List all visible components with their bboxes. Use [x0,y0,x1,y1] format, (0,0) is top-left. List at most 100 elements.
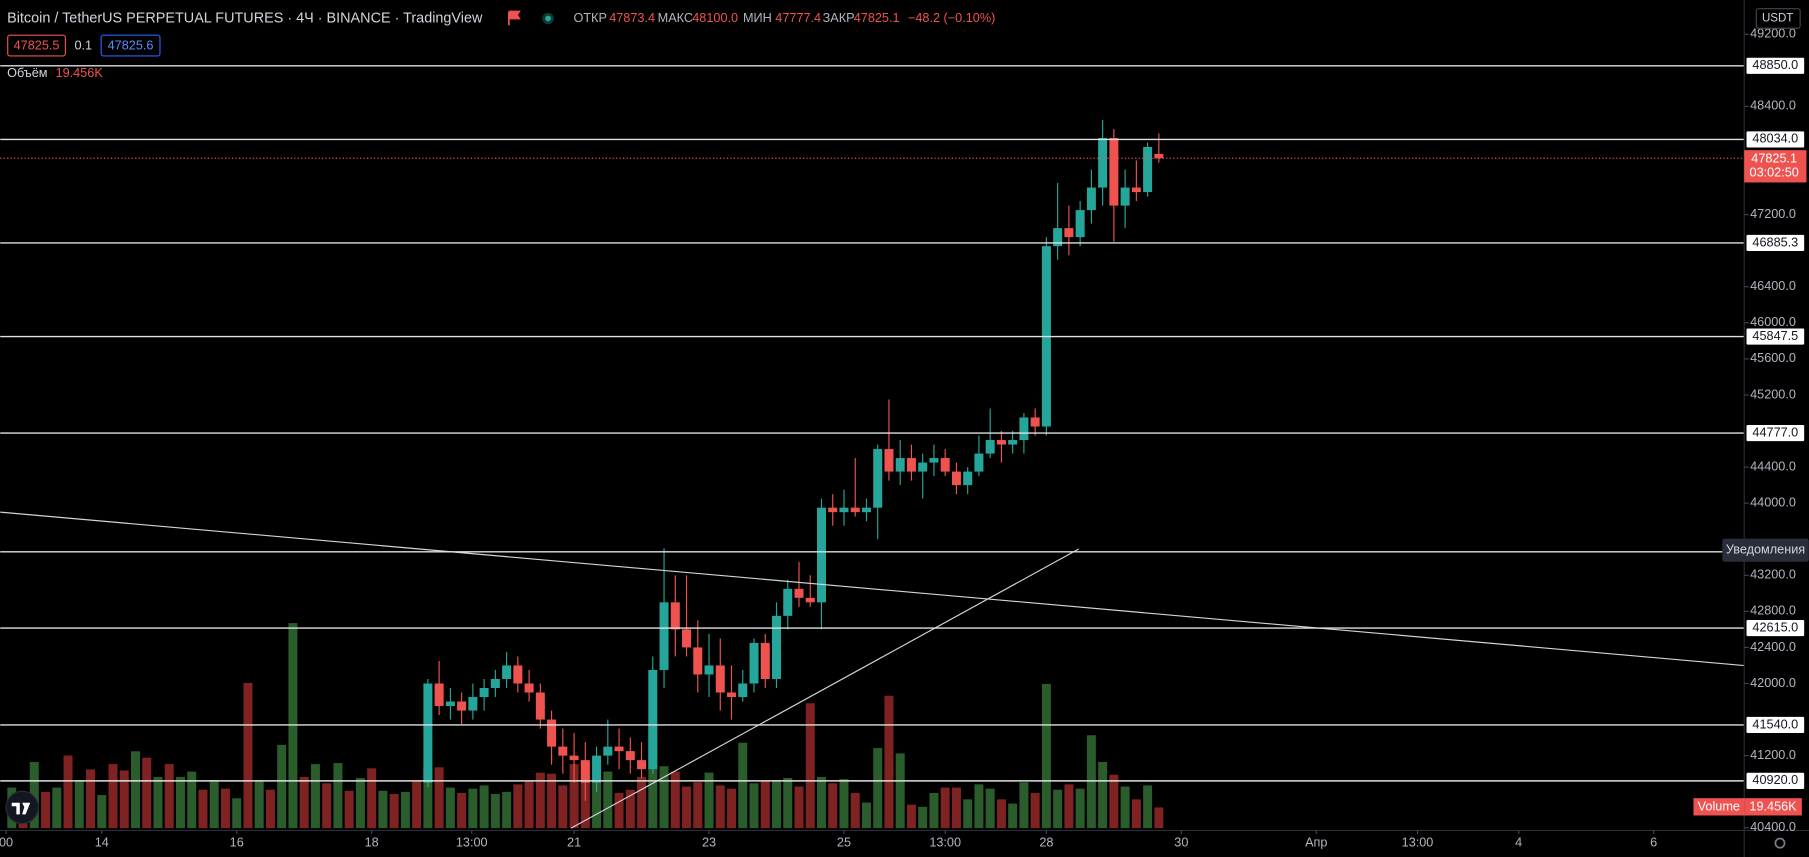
y-tick-label: 48400.0 [1750,99,1796,113]
volume-bar [828,783,838,829]
candle-body [816,507,826,603]
volume-bar [479,785,489,829]
x-tick-label: 30 [1174,836,1188,850]
volume-bar [468,788,478,829]
alerts-tab[interactable] [1722,538,1809,562]
candle-body [1030,417,1040,427]
candle-body [783,588,793,616]
volume-bar [97,795,107,829]
volume-bar [299,776,309,829]
volume-bar [1053,789,1063,829]
candle-body [513,665,523,684]
volume-bar [715,785,725,829]
y-tick-label: 45600.0 [1750,351,1796,365]
volume-bar [693,782,703,829]
candle-body [569,755,579,761]
candle-body [490,678,500,689]
volume-bar [996,799,1006,829]
volume-bar [1109,774,1119,829]
settings-icon[interactable] [1774,837,1786,849]
x-tick-label: 4 [1515,836,1522,850]
y-tick-label: 44000.0 [1750,495,1796,509]
level-tag-box [1746,425,1805,442]
low-label: МИН [743,11,772,25]
volume-bar [985,788,995,829]
sell-box[interactable] [7,34,66,57]
volume-bar [175,776,185,829]
candle-body [906,458,916,472]
volume-bar [682,786,692,829]
volume-bar [524,781,534,829]
volume-bar [1098,761,1108,829]
volume-bar [884,695,894,829]
bid-price[interactable]: 47825.5 [14,38,60,52]
candle-body [1064,228,1074,238]
volume-bar [772,780,782,829]
candle-body [918,462,928,472]
candle-body [884,449,894,472]
volume-bar [265,789,275,829]
x-tick-label: 23 [702,836,716,850]
volume-bar [895,753,905,829]
alerts-label[interactable]: Уведомления [1726,543,1805,557]
ask-price[interactable]: 47825.6 [108,38,154,52]
candle-body [1086,187,1096,211]
volume-bar [805,703,815,829]
volume-bar [749,783,759,829]
volume-bar [783,777,793,829]
volume-bar [130,751,140,829]
volume-bar [220,788,230,829]
volume-bar [906,804,916,829]
y-tick-label: 45200.0 [1750,387,1796,401]
candle-body [749,642,759,684]
volume-bar [1041,683,1051,829]
volume-bar [423,766,433,829]
candle-body [951,471,961,486]
y-tick-label: 46400.0 [1750,279,1796,293]
open-label: ОТКР [573,11,606,25]
candle-body [895,458,905,472]
volume-bar [344,790,354,829]
candle-body [625,751,635,761]
x-tick-label: 13:00 [929,836,961,850]
volume-bar [29,761,39,829]
volume-bar [558,785,568,829]
volume-value-box [1744,798,1802,816]
status-dot [545,15,551,22]
tv-logo[interactable] [5,790,39,825]
volume-bar [816,776,826,829]
volume-bar [839,779,849,829]
level-tag-box [1746,131,1805,148]
plot-area [0,119,1745,829]
volume-bar [614,792,624,829]
volume-bar [153,776,163,829]
level-tag: 48034.0 [1752,132,1798,146]
volume-bar [918,806,928,829]
candle-body [682,629,692,648]
candle-body [828,507,838,513]
flag-icon[interactable] [508,10,521,26]
currency-button[interactable] [1755,8,1801,29]
candle-body [423,683,433,783]
currency[interactable]: USDT [1762,13,1793,25]
candle-body [648,669,658,770]
x-tick-label: 16 [230,836,244,850]
candle-body [468,697,478,711]
volume-bar [400,791,410,829]
volume-tag-box [1693,798,1745,816]
volume-bar [355,777,365,829]
volume-bar [794,786,804,829]
volume-bar [1030,792,1040,829]
volume-bar [434,767,444,829]
candle-body [592,755,602,783]
volume-bar [367,768,377,829]
candle-body [614,746,624,752]
buy-box[interactable] [100,34,161,57]
volume-bar [1008,803,1018,829]
volume-bar [547,773,557,829]
candle-body [1098,137,1108,188]
trend-line [0,511,1745,667]
candle-body [693,647,703,675]
candle-body [1131,187,1141,193]
low-value: 47777.4 [775,11,821,25]
